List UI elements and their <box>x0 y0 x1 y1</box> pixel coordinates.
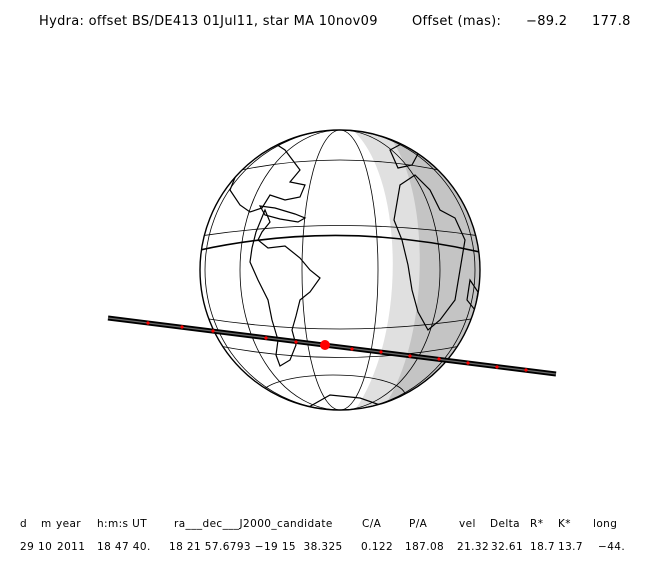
track-marker <box>350 347 354 351</box>
offset-label: Offset (mas): <box>412 14 502 29</box>
parallel-line <box>213 344 467 358</box>
parallel-line <box>201 317 479 330</box>
value-day: 29 <box>20 541 35 553</box>
header-coords: ra___dec___J2000_candidate <box>174 518 333 530</box>
track-marker <box>146 321 150 325</box>
title-label: Hydra: offset BS/DE413 01Jul11, star MA … <box>39 14 378 29</box>
track-marker <box>524 368 528 372</box>
header-time: h:m:s UT <box>97 518 148 530</box>
time-markers <box>146 321 528 372</box>
value-kstar: 13.7 <box>558 541 583 553</box>
header-pa: P/A <box>409 518 428 530</box>
track-marker <box>437 357 441 361</box>
plot-title: Hydra: offset BS/DE413 01Jul11, star MA … <box>0 14 645 30</box>
value-long: −44. <box>598 541 626 553</box>
offset-y-value: 177.8 <box>592 14 631 29</box>
value-month: 10 <box>38 541 53 553</box>
south-america-coast <box>249 208 321 367</box>
value-rstar: 18.7 <box>530 541 555 553</box>
track-marker <box>264 336 268 340</box>
offset-x-value: −89.2 <box>526 14 568 29</box>
antarctica-coast <box>298 394 382 410</box>
track-marker <box>495 365 499 369</box>
value-vel: 21.32 <box>457 541 490 553</box>
header-kstar: K* <box>558 518 571 530</box>
header-ca: C/A <box>362 518 382 530</box>
equator-line <box>200 234 480 253</box>
parallel-line <box>200 225 480 237</box>
track-marker <box>379 350 383 354</box>
meridian-line <box>204 130 476 410</box>
value-year: 2011 <box>57 541 86 553</box>
closest-approach-point <box>320 340 330 350</box>
header-day: d <box>20 518 28 530</box>
header-long: long <box>593 518 618 530</box>
track-marker <box>466 361 470 365</box>
value-pa: 187.08 <box>405 541 445 553</box>
value-time: 18 47 40. <box>97 541 151 553</box>
value-ca: 0.122 <box>361 541 394 553</box>
track-marker <box>408 354 412 358</box>
header-year: year <box>56 518 82 530</box>
earth-limb <box>199 129 481 411</box>
caribbean-coast <box>258 205 307 223</box>
occultation-shadow-track <box>107 315 557 377</box>
value-coords: 18 21 57.6793 −19 15 38.325 <box>169 541 343 553</box>
track-marker <box>180 325 184 329</box>
africa-coast <box>393 174 466 331</box>
value-delta: 32.61 <box>491 541 524 553</box>
header-vel: vel <box>459 518 476 530</box>
meridian-line <box>301 130 379 410</box>
header-month: m <box>41 518 52 530</box>
meridian-line <box>239 130 441 410</box>
header-delta: Delta <box>490 518 521 530</box>
track-marker <box>294 340 298 344</box>
header-rstar: R* <box>530 518 544 530</box>
track-marker <box>211 329 215 333</box>
